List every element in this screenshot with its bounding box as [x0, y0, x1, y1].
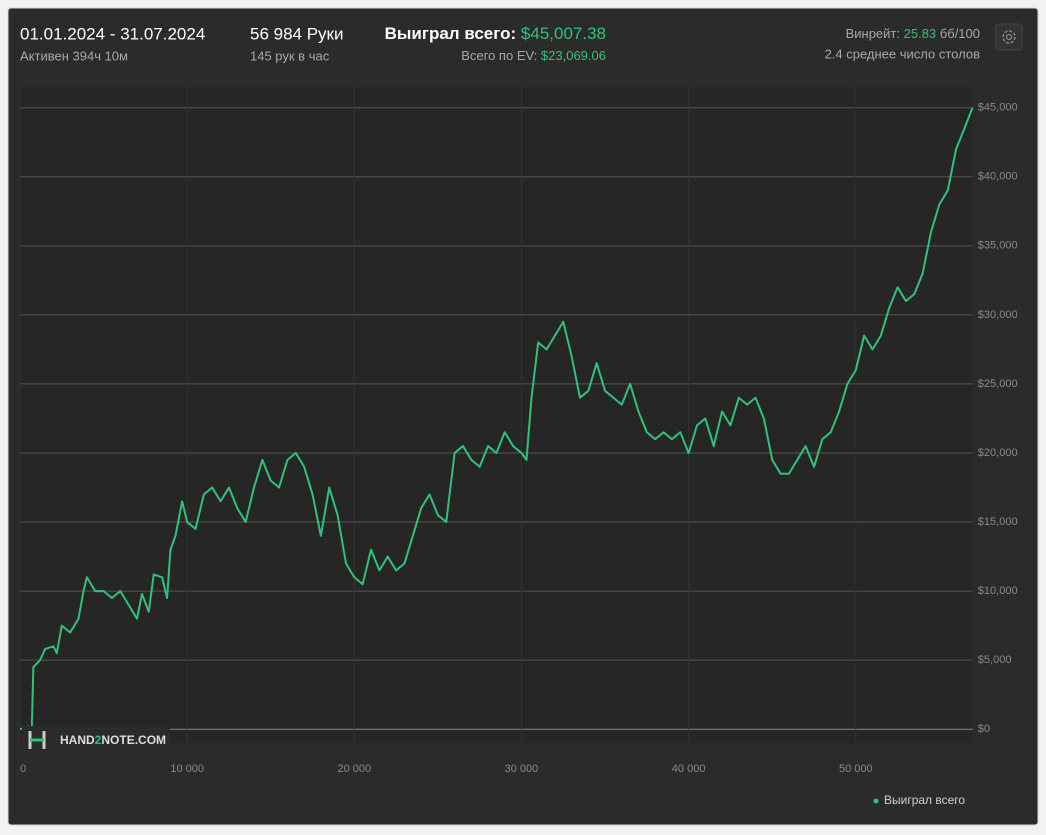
watermark-left: HAND	[60, 733, 95, 747]
y-tick-label: $15,000	[978, 516, 1018, 528]
plot-area	[20, 87, 973, 743]
winrate-label: Винрейт:	[846, 26, 900, 41]
ev-total: Всего по EV: $23,069.06	[461, 48, 606, 63]
winrate-value: 25.83	[904, 26, 937, 41]
won-value: $45,007.38	[521, 24, 606, 43]
active-time: Активен 394ч 10м	[20, 48, 128, 63]
legend-label: Выиграл всего	[884, 793, 965, 807]
y-tick-label: $0	[978, 723, 990, 735]
hands-per-hour: 145 рук в час	[250, 48, 330, 63]
x-tick-label: 20 000	[337, 763, 371, 775]
ev-value: $23,069.06	[541, 48, 606, 63]
plot: $0 $5,000 $10,000 $15,000 $20,000 $25,000 $30,…	[19, 87, 1018, 807]
y-tick-label: $30,000	[978, 309, 1018, 321]
x-tick-label: 10 000	[170, 763, 204, 775]
watermark-right: NOTE.COM	[101, 733, 166, 747]
hands: 56 984 Руки	[250, 24, 344, 43]
x-tick-label: 40 000	[672, 763, 706, 775]
series-line	[19, 107, 974, 733]
winrate-unit: бб/100	[940, 26, 980, 41]
watermark-text: HAND2NOTE.COM	[60, 733, 166, 747]
y-tick-label: $20,000	[978, 447, 1018, 459]
x-tick-label: 30 000	[505, 763, 539, 775]
y-tick-label: $35,000	[978, 240, 1018, 252]
y-tick-label: $25,000	[978, 378, 1018, 390]
x-tick-label: 50 000	[839, 763, 873, 775]
winrate: Винрейт: 25.83 бб/100	[846, 26, 980, 41]
period: 01.01.2024 - 31.07.2024	[20, 24, 205, 43]
y-tick-label: $5,000	[978, 654, 1012, 666]
settings-button[interactable]	[995, 23, 1023, 51]
y-tick-label: $10,000	[978, 585, 1018, 597]
tables: 2.4 среднее число столов	[825, 46, 981, 61]
watermark-mid: 2	[95, 733, 102, 747]
x-tick-label: 0	[20, 763, 26, 775]
watermark: HAND2NOTE.COM	[22, 726, 170, 754]
won-total: Выиграл всего: $45,007.38	[385, 24, 606, 43]
ev-label: Всего по EV:	[461, 48, 537, 63]
y-tick-label: $40,000	[978, 171, 1018, 183]
y-tick-label: $45,000	[978, 102, 1018, 114]
legend-marker	[873, 798, 879, 804]
won-label: Выиграл всего:	[385, 24, 517, 43]
